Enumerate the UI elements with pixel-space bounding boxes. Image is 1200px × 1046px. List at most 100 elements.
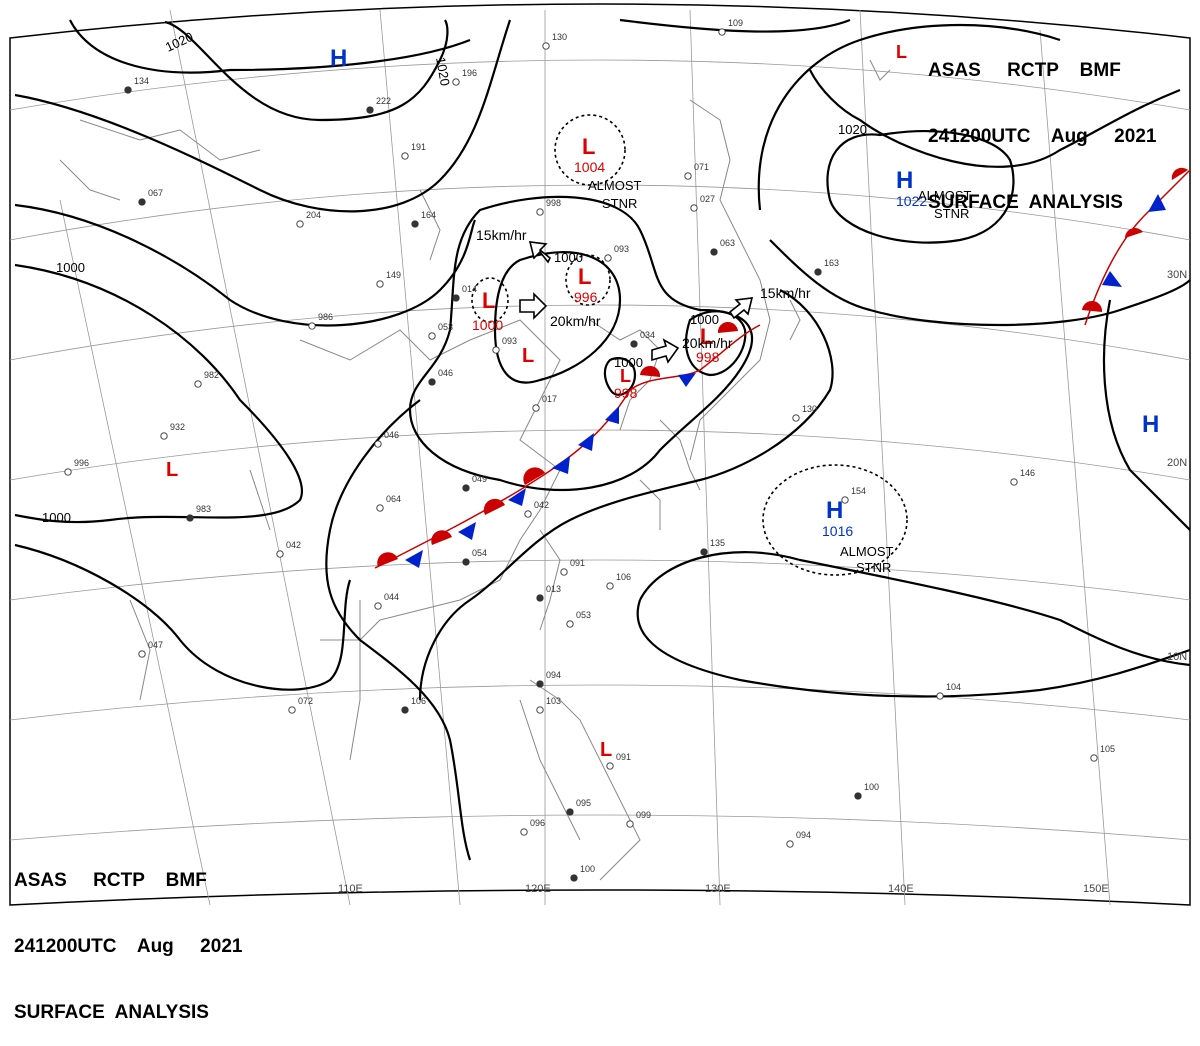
cold-front-east [1082,167,1191,326]
isobar-labels: 1020 1020 1020 1000 1000 1000 1000 1000 … [42,29,867,525]
high-value: 1022 [896,193,927,209]
station-pressure: 932 [170,422,185,432]
high-center: H 1016 [822,497,853,539]
station-marker [536,706,544,714]
lon-label: 130E [705,883,731,895]
station-pressure: 027 [700,194,715,204]
station-pressure: 064 [386,494,401,504]
station-marker [606,582,614,590]
station-pressure: 100 [580,864,595,874]
station-marker [462,558,470,566]
status-label: STNR [602,196,637,211]
station-marker [566,808,574,816]
low-center: L 998 [614,366,638,401]
station-pressure: 017 [542,394,557,404]
isobar-label: 1000 [56,260,85,275]
header-line3: SURFACE ANALYSIS [928,192,1123,213]
header-line2: 241200UTC Aug 2021 [14,936,243,957]
low-letter: L [600,739,612,761]
station-marker [560,568,568,576]
station-marker [288,706,296,714]
isobars [14,18,1191,861]
low-center: L [522,345,534,367]
high-letter: H [330,45,347,72]
low-center: L 998 [696,324,720,365]
station-pressure: 093 [614,244,629,254]
lon-label: 120E [525,883,551,895]
station-pressure: 042 [534,500,549,510]
station-pressure: 071 [694,162,709,172]
status-label: ALMOST [588,178,642,193]
station-marker [64,468,72,476]
station-marker [520,828,528,836]
high-letter: H [1142,411,1159,438]
station-pressure: 053 [438,322,453,332]
station-pressure: 095 [576,798,591,808]
station-pressure: 146 [1020,468,1035,478]
coastlines [59,59,891,881]
low-value: 1000 [472,317,503,333]
station-pressure: 109 [728,18,743,28]
status-label: STNR [856,560,891,575]
isobar-label: 1000 [554,250,583,265]
station-pressure: 096 [530,818,545,828]
station-marker [186,514,194,522]
station-pressure: 105 [1100,744,1115,754]
station-pressure: 094 [796,830,811,840]
station-marker [308,322,316,330]
station-marker [296,220,304,228]
station-marker [566,620,574,628]
status-label: ALMOST [840,544,894,559]
station-marker [160,432,168,440]
status-label: STNR [934,206,969,221]
movement-label: 15km/hr [476,227,527,243]
station-marker [532,404,540,412]
low-letter: L [620,366,631,386]
isobar-label: 1020 [163,29,196,55]
status-label: ALMOST [918,188,972,203]
station-pressure: 063 [720,238,735,248]
station-pressure: 983 [196,504,211,514]
isobar-label: 1020 [433,56,453,87]
station-marker [428,378,436,386]
station-marker [792,414,800,422]
station-marker [452,78,460,86]
station-marker [1010,478,1018,486]
station-pressure: 163 [824,258,839,268]
station-marker [194,380,202,388]
station-pressure: 014 [462,284,477,294]
station-pressure: 053 [576,610,591,620]
station-pressure: 042 [286,540,301,550]
movement-arrows [519,241,754,364]
station-pressure: 986 [318,312,333,322]
station-pressure: 094 [546,670,561,680]
movement-label: 20km/hr [682,335,733,351]
isobar-label: 1000 [690,312,719,327]
high-center: H [330,45,347,72]
station-marker [936,692,944,700]
station-pressure: 091 [570,558,585,568]
lat-label: 30N [1167,269,1187,281]
low-letter: L [700,324,713,349]
low-center: L [600,739,612,761]
isobar-label: 1000 [614,355,643,370]
station-pressure: 103 [546,696,561,706]
low-center: L 996 [574,264,598,305]
station-marker [718,28,726,36]
station-marker [376,280,384,288]
station-marker [536,208,544,216]
station-marker [401,706,409,714]
station-marker [630,340,638,348]
low-center: L [896,42,907,62]
map-frame [9,3,1191,906]
low-letter: L [582,134,595,159]
station-pressure: 100 [864,782,879,792]
station-pressure: 091 [616,752,631,762]
high-center: H 1022 [896,167,927,209]
station-marker [814,268,822,276]
station-marker [411,220,419,228]
status-labels: ALMOST STNR ALMOST STNR ALMOST STNR [588,178,972,575]
station-pressure: 130 [552,32,567,42]
station-marker [542,42,550,50]
station-marker [710,248,718,256]
